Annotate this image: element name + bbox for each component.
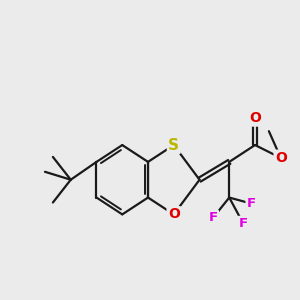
Text: F: F <box>247 197 256 210</box>
Text: O: O <box>168 207 180 221</box>
Text: F: F <box>209 211 218 224</box>
Text: O: O <box>275 151 287 165</box>
Text: S: S <box>168 137 179 152</box>
Text: F: F <box>238 217 248 230</box>
Text: O: O <box>249 111 261 125</box>
